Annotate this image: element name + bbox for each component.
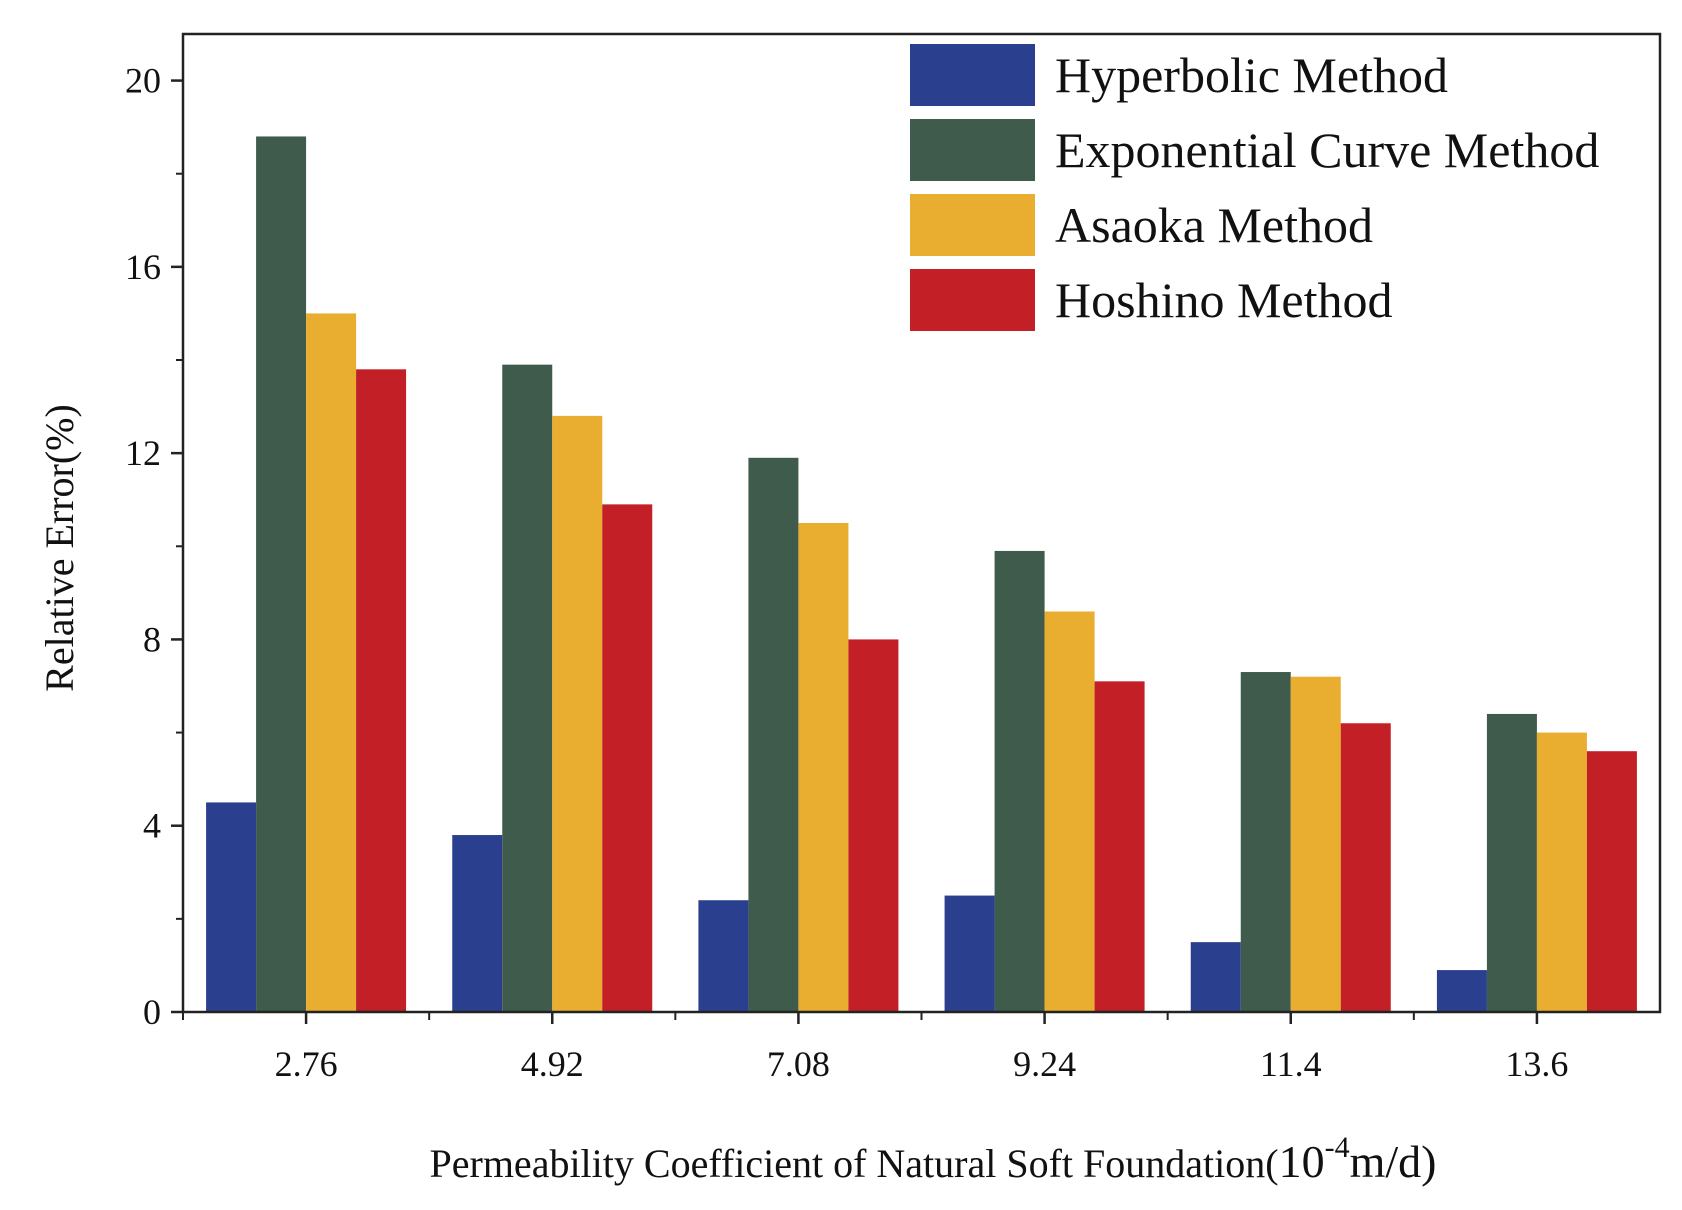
- y-tick-label-1: 4: [143, 806, 161, 846]
- bar-1-4: [944, 895, 995, 1012]
- bar-4-4: [1094, 681, 1145, 1012]
- legend-label-3: Asaoka Method: [1055, 197, 1373, 253]
- y-axis-ticks: 0 4 8 12 16 20: [125, 61, 183, 1032]
- bar-3-2: [552, 415, 603, 1012]
- bar-3-1: [306, 313, 357, 1012]
- x-axis-unit-tail: m/d): [1350, 1136, 1437, 1187]
- bar-2-3: [748, 457, 799, 1012]
- bar-4-6: [1586, 751, 1637, 1012]
- x-axis-title: Permeability Coefficient of Natural Soft…: [430, 1131, 1437, 1187]
- bar-4-2: [602, 504, 653, 1012]
- x-tick-label-0: 2.76: [275, 1044, 338, 1084]
- bar-3-6: [1536, 732, 1587, 1012]
- bar-3-4: [1044, 611, 1095, 1012]
- bar-1-5: [1190, 942, 1241, 1012]
- bar-1-6: [1436, 970, 1487, 1012]
- legend-label-4: Hoshino Method: [1055, 272, 1393, 328]
- y-tick-label-2: 8: [143, 619, 161, 659]
- bar-2-5: [1240, 672, 1291, 1012]
- legend-swatch-3: [910, 194, 1035, 256]
- x-axis-unit-exponent: -4: [1325, 1131, 1350, 1164]
- x-tick-label-3: 9.24: [1013, 1044, 1076, 1084]
- legend-label-2: Exponential Curve Method: [1055, 122, 1599, 178]
- x-tick-label-5: 13.6: [1505, 1044, 1568, 1084]
- legend-swatch-1: [910, 44, 1035, 106]
- bar-2-4: [994, 550, 1045, 1012]
- x-tick-label-2: 7.08: [767, 1044, 830, 1084]
- y-tick-label-4: 16: [125, 247, 161, 287]
- bar-1-3: [698, 900, 749, 1012]
- bar-2-2: [502, 364, 553, 1013]
- bar-2-1: [256, 136, 307, 1012]
- legend-label-1: Hyperbolic Method: [1055, 47, 1448, 103]
- bar-1-2: [452, 835, 503, 1012]
- y-axis-title: Relative Error(%): [37, 404, 82, 692]
- bar-3-5: [1290, 676, 1341, 1012]
- legend-swatch-2: [910, 119, 1035, 181]
- bar-2-6: [1486, 713, 1537, 1012]
- bar-1-1: [206, 802, 257, 1012]
- legend: Hyperbolic Method Exponential Curve Metho…: [910, 44, 1599, 331]
- bar-4-5: [1340, 723, 1391, 1012]
- x-axis-title-text: Permeability Coefficient of Natural Soft…: [430, 1141, 1279, 1186]
- x-tick-label-4: 11.4: [1260, 1044, 1322, 1084]
- bars-group: [206, 136, 1637, 1013]
- bar-3-3: [798, 523, 849, 1012]
- x-axis-ticks: 2.76 4.92 7.08 9.24 11.4 13.6: [182, 1012, 1568, 1084]
- y-tick-label-0: 0: [143, 992, 161, 1032]
- y-tick-label-3: 12: [125, 433, 161, 473]
- legend-swatch-4: [910, 269, 1035, 331]
- x-axis-unit-base: 10: [1279, 1136, 1325, 1187]
- bar-4-3: [848, 639, 899, 1012]
- x-tick-label-1: 4.92: [521, 1044, 584, 1084]
- bar-4-1: [356, 369, 407, 1012]
- y-tick-label-5: 20: [125, 61, 161, 101]
